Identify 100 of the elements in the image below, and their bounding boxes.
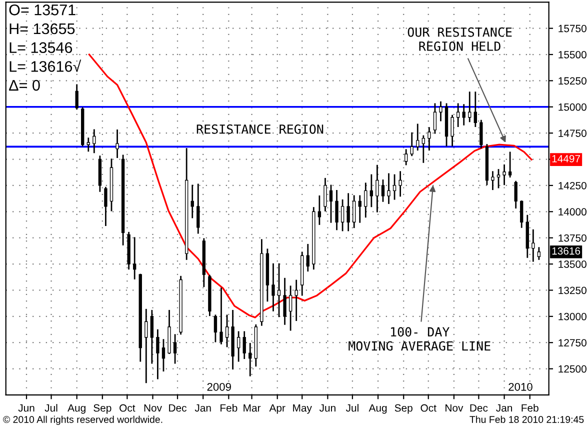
x-tick-label: Feb (522, 404, 538, 412)
candlestick (370, 174, 374, 208)
x-tick-label: Oct (120, 404, 136, 412)
candlestick (329, 184, 333, 223)
x-tick-label: Jan (496, 404, 512, 412)
candlestick (439, 101, 442, 122)
candlestick (324, 178, 327, 212)
line-series (88, 54, 532, 318)
y-tick-label: 13750 (558, 234, 586, 242)
candlestick (318, 195, 322, 225)
x-tick-label: Mar (244, 404, 261, 412)
candlestick (450, 114, 454, 146)
candlestick (150, 310, 154, 364)
candlestick (346, 193, 350, 232)
candlestick (277, 263, 281, 318)
x-tick-label: Apr (269, 404, 286, 414)
annotation: 100- DAY MOVING AVERAGE LINE (348, 327, 490, 351)
candlestick (433, 103, 437, 134)
candlestick (474, 92, 477, 127)
candlestick (236, 331, 240, 362)
annotation: H= 13655 (10, 23, 75, 34)
x-tick-label: Feb (220, 404, 238, 412)
candlestick (220, 288, 223, 344)
candlestick (340, 199, 344, 232)
candlestick (491, 171, 494, 190)
annotation: Δ= 0 (9, 80, 40, 91)
candlestick (116, 129, 119, 158)
y-tick-label: 15000 (558, 103, 586, 111)
y-tick-label: 15750 (558, 24, 586, 32)
y-tick-label: 13250 (558, 286, 586, 294)
candlestick (352, 195, 356, 228)
candlestick (358, 195, 362, 223)
candlestick (508, 152, 512, 178)
y-tick-label: 15250 (558, 77, 586, 85)
candlestick (398, 171, 402, 197)
candlestick (428, 127, 431, 151)
candlestick (214, 314, 218, 342)
x-tick-label: Nov (446, 404, 464, 412)
candlestick (532, 229, 535, 262)
x-tick-label: Aug (368, 404, 387, 414)
candlestick (502, 164, 506, 186)
candlestick (288, 286, 292, 331)
candlestick (272, 263, 275, 312)
x-tick-label: Aug (68, 404, 86, 414)
text: © 2010 All rights reserved worldwide. (3, 416, 162, 425)
candlestick (283, 278, 286, 325)
candlestick (404, 149, 408, 166)
candlestick (422, 135, 426, 163)
x-tick-label: Jan (194, 404, 211, 412)
x-tick-label: Sep (394, 404, 412, 414)
candlestick (480, 120, 483, 148)
candlestick (456, 103, 460, 127)
y-tick-label: 13000 (558, 312, 586, 320)
candlestick (496, 169, 500, 188)
x-tick-label: Sep (94, 404, 112, 414)
text: Thu Feb 18 2010 21:19:45 (470, 416, 584, 423)
candlestick (537, 247, 541, 260)
y-tick-label: 14750 (558, 130, 586, 137)
candlestick (364, 182, 368, 218)
y-tick-label: 14250 (558, 182, 586, 190)
y-tick-label: 13500 (558, 260, 586, 268)
candlestick (462, 104, 466, 126)
candlestick (92, 129, 96, 154)
y-tick-label: 12500 (558, 365, 586, 373)
candlestick (104, 186, 108, 226)
x-tick-label: Dec (470, 404, 488, 412)
candlestick (294, 280, 298, 321)
annotation: L= 13616√ (10, 60, 82, 72)
candlestick (156, 329, 160, 380)
candlestick (381, 180, 385, 202)
x-tick-label: Jul (44, 404, 58, 412)
annotation: L= 13546 (10, 42, 72, 54)
x-tick-label: Nov (144, 404, 162, 412)
candlestick (306, 244, 310, 272)
candlestick (376, 164, 379, 212)
candlestick (514, 180, 518, 208)
candlestick (196, 184, 200, 234)
candlestick (520, 200, 524, 228)
candlestick (162, 339, 166, 372)
candlestick (416, 124, 420, 151)
y-tick-label: 15500 (558, 51, 586, 58)
candlestick (468, 92, 472, 122)
candlestick (242, 331, 246, 360)
x-tick-label: Oct (420, 404, 436, 412)
annotation: 13616 (552, 247, 580, 255)
x-tick-label: Jul (346, 404, 358, 412)
candlestick (133, 237, 136, 280)
annotation: OUR RESISTANCE REGION HELD (408, 27, 512, 51)
candlestick (225, 314, 229, 348)
candlestick (190, 184, 194, 218)
candlestick (75, 84, 78, 110)
x-tick-label: Dec (169, 404, 186, 412)
candlestick (392, 174, 396, 200)
annotation: 2010 (508, 382, 532, 391)
annotation: RESISTANCE REGION (196, 124, 324, 134)
annotation: 14497 (552, 155, 580, 162)
y-tick-label: 12750 (558, 339, 586, 346)
candlestick (173, 334, 177, 364)
annotation: O= 13571 (9, 4, 76, 16)
y-tick-label: 14000 (558, 208, 586, 216)
